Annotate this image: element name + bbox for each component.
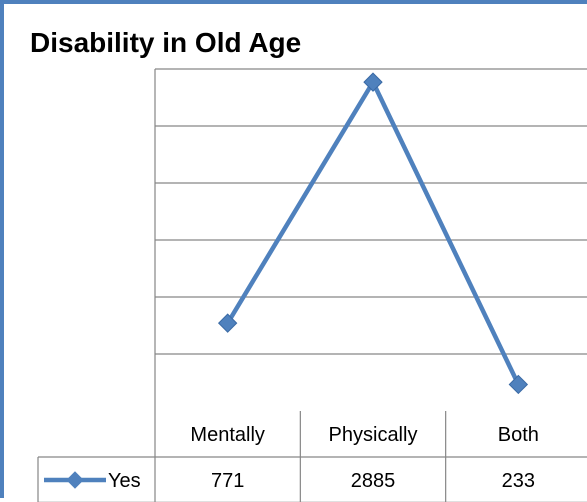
data-value-label: 771 <box>211 470 244 492</box>
data-value-label: 233 <box>502 470 535 492</box>
data-table: Mentally Physically Both Yes 771 2885 233 <box>37 69 587 502</box>
chart-title: Disability in Old Age <box>30 27 302 58</box>
series-line <box>225 79 521 387</box>
legend-marker <box>66 471 84 489</box>
data-point <box>508 374 529 395</box>
series-layer <box>217 72 529 395</box>
category-label: Both <box>498 424 539 446</box>
gridlines <box>155 68 587 355</box>
data-point <box>363 72 383 92</box>
category-label: Physically <box>329 424 418 446</box>
line-chart: Mentally Physically Both Yes 771 2885 233 <box>37 68 587 502</box>
category-label: Mentally <box>190 424 264 446</box>
data-point <box>217 313 238 333</box>
legend-label: Yes <box>108 470 141 492</box>
data-value-label: 2885 <box>351 470 396 492</box>
